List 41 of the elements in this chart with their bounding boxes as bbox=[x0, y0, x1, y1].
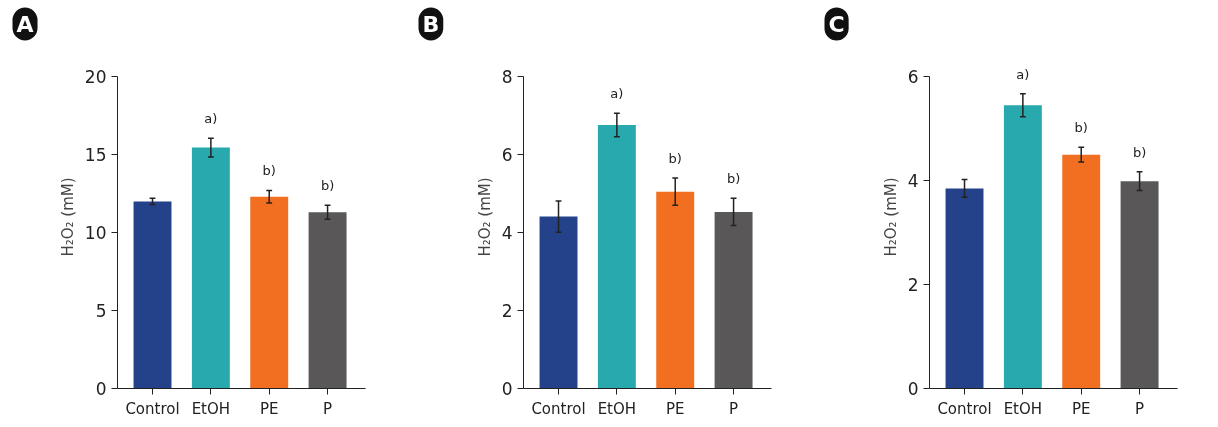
x-tick-label: Control bbox=[937, 399, 992, 418]
y-tick-label: 2 bbox=[907, 275, 919, 296]
y-axis-title: H₂O₂ (mM) bbox=[475, 177, 494, 257]
y-tick-label: 8 bbox=[501, 67, 513, 88]
y-tick-label: 10 bbox=[84, 223, 107, 244]
annotation: b) bbox=[1074, 120, 1088, 136]
x-tick-label: P bbox=[323, 399, 333, 418]
x-tick-label: EtOH bbox=[597, 399, 637, 418]
y-tick-label: 0 bbox=[907, 379, 919, 399]
y-tick-label: 20 bbox=[84, 67, 107, 88]
y-tick-label: 4 bbox=[907, 171, 919, 192]
y-tick-label: 4 bbox=[501, 223, 513, 244]
annotation: a) bbox=[1016, 66, 1030, 82]
annotation: b) bbox=[1132, 144, 1147, 160]
x-tick-label: PE bbox=[1071, 399, 1091, 418]
x-tick-label: EtOH bbox=[191, 399, 231, 418]
x-tick-label: P bbox=[729, 399, 739, 418]
x-tick-label: PE bbox=[259, 399, 279, 418]
x-tick-label: Control bbox=[125, 399, 180, 418]
y-tick-label: 15 bbox=[84, 145, 107, 166]
y-axis-title: H₂O₂ (mM) bbox=[58, 177, 77, 257]
annotation: b) bbox=[262, 163, 276, 179]
y-tick-label: 2 bbox=[501, 301, 513, 322]
annotation: b) bbox=[668, 151, 682, 167]
x-tick-label: EtOH bbox=[1003, 399, 1043, 418]
annotation: a) bbox=[204, 111, 218, 127]
x-tick-label: Control bbox=[531, 399, 586, 418]
chart-title: B bbox=[422, 11, 440, 37]
annotation: b) bbox=[726, 171, 741, 187]
y-tick-label: 0 bbox=[95, 379, 107, 399]
annotation: b) bbox=[320, 178, 335, 194]
y-tick-label: 6 bbox=[907, 67, 919, 88]
y-tick-label: 6 bbox=[501, 145, 513, 166]
chart-title: A bbox=[16, 11, 34, 37]
chart-title: C bbox=[828, 11, 845, 37]
x-tick-label: P bbox=[1135, 399, 1145, 418]
x-tick-label: PE bbox=[665, 399, 685, 418]
y-tick-label: 0 bbox=[501, 379, 513, 399]
y-tick-label: 5 bbox=[95, 301, 107, 322]
y-axis-title: H₂O₂ (mM) bbox=[881, 177, 900, 257]
annotation: a) bbox=[610, 86, 624, 102]
